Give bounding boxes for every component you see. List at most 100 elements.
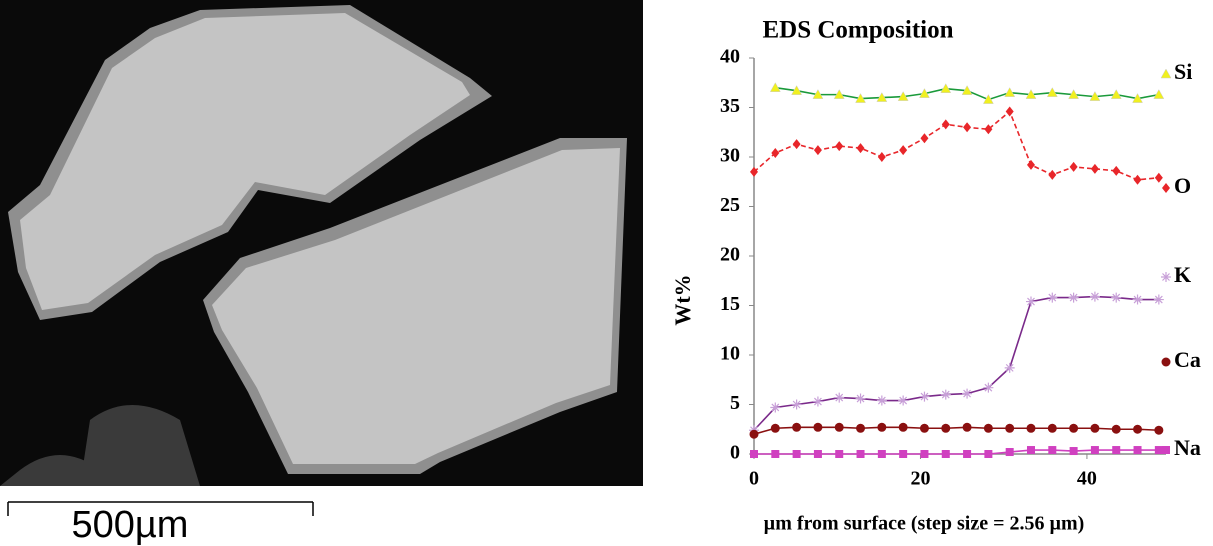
legend-label: Na (1174, 435, 1201, 460)
marker (1134, 446, 1142, 454)
marker (963, 450, 971, 458)
marker (857, 450, 865, 458)
marker (1133, 425, 1142, 434)
marker (984, 424, 993, 433)
marker (856, 394, 866, 404)
marker (770, 402, 780, 412)
x-tick-label: 0 (749, 468, 759, 490)
marker (1112, 425, 1121, 434)
marker (750, 430, 759, 439)
marker (1048, 170, 1056, 180)
marker (963, 122, 971, 132)
marker (835, 450, 843, 458)
marker (877, 396, 887, 406)
page: {"image": {"scale_label": "500µm"}, "cha… (0, 0, 1213, 546)
marker (1154, 90, 1164, 99)
marker (899, 423, 908, 432)
marker (1090, 424, 1099, 433)
series-line (754, 297, 1159, 431)
marker (771, 424, 780, 433)
marker (770, 83, 780, 92)
marker (919, 392, 929, 402)
marker (813, 423, 822, 432)
marker (941, 424, 950, 433)
marker (792, 400, 802, 410)
marker (1026, 297, 1036, 307)
marker (898, 396, 908, 406)
marker (1070, 447, 1078, 455)
marker (920, 424, 929, 433)
marker (1027, 446, 1035, 454)
marker (1005, 363, 1015, 373)
x-tick-label: 40 (1077, 468, 1097, 490)
marker (1070, 162, 1078, 172)
marker (1111, 293, 1121, 303)
marker (984, 124, 992, 134)
marker (857, 143, 865, 153)
marker (899, 450, 907, 458)
marker (1005, 88, 1015, 97)
y-tick-label: 15 (720, 293, 740, 315)
marker (1090, 292, 1100, 302)
marker (984, 450, 992, 458)
marker (1161, 69, 1171, 78)
y-tick-label: 40 (720, 46, 740, 68)
y-tick-label: 10 (720, 343, 740, 365)
marker (942, 450, 950, 458)
marker (834, 393, 844, 403)
marker (1162, 446, 1170, 454)
marker (1162, 358, 1171, 367)
marker (1047, 88, 1057, 97)
marker (793, 450, 801, 458)
marker (1161, 272, 1171, 282)
y-tick-label: 35 (720, 95, 740, 117)
marker (1133, 295, 1143, 305)
legend-label: O (1174, 173, 1191, 198)
marker (1111, 90, 1121, 99)
legend-label: Si (1174, 59, 1192, 84)
marker (1047, 293, 1057, 303)
marker (1162, 183, 1170, 193)
marker (983, 383, 993, 393)
marker (1155, 446, 1163, 454)
y-tick-label: 0 (730, 442, 740, 464)
y-tick-label: 25 (720, 194, 740, 216)
marker (878, 450, 886, 458)
marker (1006, 448, 1014, 456)
marker (814, 450, 822, 458)
marker (877, 423, 886, 432)
marker (878, 152, 886, 162)
marker (1048, 424, 1057, 433)
y-tick-label: 30 (720, 145, 740, 167)
y-axis-label: Wt% (670, 274, 695, 325)
marker (1134, 175, 1142, 185)
figure: 500µm EDS Composition Wt% µm from surfac… (0, 0, 1213, 546)
marker (962, 389, 972, 399)
marker (1005, 424, 1014, 433)
marker (792, 423, 801, 432)
marker (1027, 160, 1035, 170)
marker (1069, 293, 1079, 303)
scale-label: 500µm (72, 504, 189, 546)
marker (1026, 424, 1035, 433)
marker (1091, 446, 1099, 454)
marker (814, 145, 822, 155)
marker (1048, 446, 1056, 454)
marker (941, 84, 951, 93)
marker (941, 390, 951, 400)
x-tick-label: 20 (910, 468, 930, 490)
marker (1112, 166, 1120, 176)
marker (835, 141, 843, 151)
legend-label: Ca (1174, 347, 1201, 372)
marker (963, 423, 972, 432)
marker (920, 450, 928, 458)
marker (942, 119, 950, 129)
marker (899, 145, 907, 155)
marker (1091, 164, 1099, 174)
marker (813, 397, 823, 407)
marker (1006, 106, 1014, 116)
sem-image: 500µm (0, 0, 643, 546)
y-tick-label: 20 (720, 244, 740, 266)
chart-title: EDS Composition (762, 17, 953, 44)
marker (835, 423, 844, 432)
